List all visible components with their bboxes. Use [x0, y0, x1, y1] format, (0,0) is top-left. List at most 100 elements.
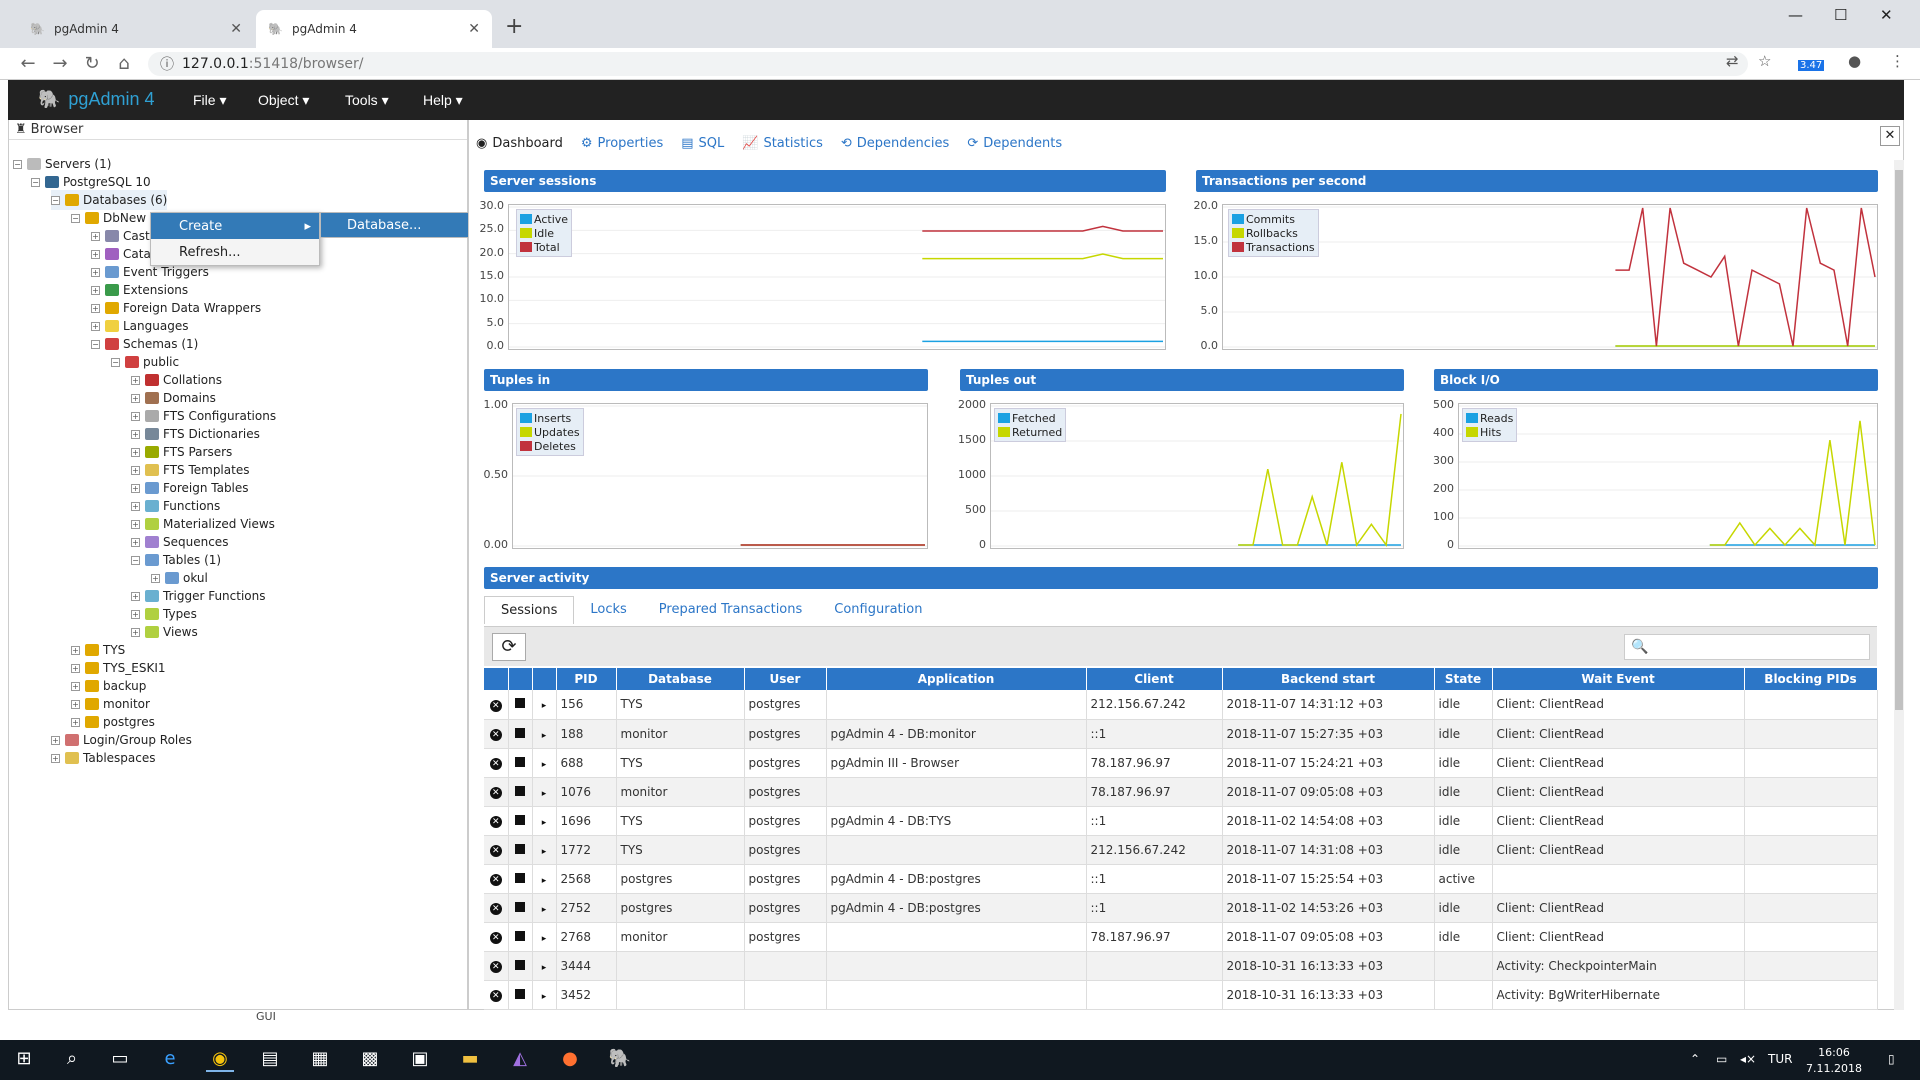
table-row[interactable]: ✕ ▸ 1076 monitor postgres 78.187.96.97 2018-11…	[484, 777, 1878, 807]
cancel-query-icon[interactable]	[515, 872, 525, 883]
maximize-icon[interactable]: ☐	[1834, 6, 1848, 24]
tab-dashboard[interactable]: ◉ Dashboard	[476, 135, 563, 151]
tree-node-fts-configurations[interactable]: + FTS Configurations	[131, 409, 277, 423]
tree-node-views[interactable]: + Views	[131, 625, 198, 639]
context-menu-create[interactable]: Create ▸	[151, 213, 319, 239]
minimize-icon[interactable]: —	[1788, 6, 1803, 24]
tree-node-materialized-views[interactable]: + Materialized Views	[131, 517, 275, 531]
tree-node-fts-dictionaries[interactable]: + FTS Dictionaries	[131, 427, 260, 441]
tree-node-collations[interactable]: + Collations	[131, 373, 222, 387]
refresh-button[interactable]: ⟳	[492, 633, 526, 661]
column-header[interactable]: Client	[1086, 668, 1223, 690]
row-action-cell[interactable]	[508, 980, 533, 1010]
tree-node-servers[interactable]: − Servers (1)	[13, 157, 112, 171]
expand-row-icon[interactable]: ▸	[541, 846, 547, 857]
tree-node-db[interactable]: + TYS	[71, 643, 126, 657]
tree-node-public[interactable]: − public	[111, 355, 180, 369]
browser-tab[interactable]: 🐘 pgAdmin 4 ✕	[18, 10, 254, 48]
row-action-cell[interactable]: ▸	[532, 806, 557, 836]
terminate-session-icon[interactable]: ✕	[489, 874, 502, 886]
terminate-session-icon[interactable]: ✕	[489, 758, 502, 770]
column-header[interactable]	[508, 668, 533, 690]
app-icon[interactable]: ▤	[261, 1048, 279, 1069]
tree-node-fts-templates[interactable]: + FTS Templates	[131, 463, 250, 477]
terminate-session-icon[interactable]: ✕	[489, 699, 502, 712]
row-action-cell[interactable]: ✕	[484, 864, 509, 894]
edge-icon[interactable]: e	[164, 1048, 176, 1069]
search-icon[interactable]: ⌕	[66, 1048, 78, 1069]
tab-prepared-transactions[interactable]: Prepared Transactions	[658, 602, 803, 617]
more-icon[interactable]: ⋮	[1890, 52, 1905, 70]
menu-object[interactable]: Object ▾	[258, 92, 310, 108]
table-row[interactable]: ✕ ▸ 1696 TYS postgres pgAdmin 4 - DB:TYS::1 20…	[484, 806, 1878, 836]
column-header[interactable]: PID	[556, 668, 617, 690]
elephant-icon[interactable]: 🐘	[608, 1048, 632, 1069]
row-action-cell[interactable]	[508, 748, 533, 778]
column-header[interactable]	[532, 668, 557, 690]
table-row[interactable]: ✕ ▸ 188 monitor postgres pgAdmin 4 - DB:monit…	[484, 719, 1878, 749]
row-action-cell[interactable]: ▸	[532, 980, 557, 1010]
column-header[interactable]: User	[744, 668, 827, 690]
row-action-cell[interactable]: ✕	[484, 893, 509, 923]
table-row[interactable]: ✕ ▸ 156 TYS postgres 212.156.67.242 2018-11-07…	[484, 690, 1878, 720]
app-icon[interactable]: ▣	[411, 1048, 429, 1069]
expand-row-icon[interactable]: ▸	[541, 701, 547, 712]
column-header[interactable]: Blocking PIDs	[1744, 668, 1878, 690]
table-row[interactable]: ✕ ▸ 3444 2018-10-31 16:13:33 +03 Activity: C…	[484, 951, 1878, 981]
row-action-cell[interactable]	[508, 951, 533, 981]
row-action-cell[interactable]: ✕	[484, 806, 509, 836]
chrome-icon[interactable]: ◉	[206, 1048, 234, 1072]
menu-file[interactable]: File ▾	[193, 92, 227, 108]
row-action-cell[interactable]: ▸	[532, 690, 557, 720]
tree-node-foreign-tables[interactable]: + Foreign Tables	[131, 481, 249, 495]
table-row[interactable]: ✕ ▸ 1772 TYS postgres 212.156.67.242 2018-11-0…	[484, 835, 1878, 865]
close-window-icon[interactable]: ✕	[1880, 6, 1893, 24]
table-row[interactable]: ✕ ▸ 3452 2018-10-31 16:13:33 +03 Activity: B…	[484, 980, 1878, 1010]
new-tab-icon[interactable]: +	[505, 14, 524, 39]
brand[interactable]: 🐘 pgAdmin 4	[38, 89, 154, 110]
expand-row-icon[interactable]: ▸	[541, 933, 547, 944]
extension-badge[interactable]: 3.47	[1798, 60, 1825, 71]
expand-row-icon[interactable]: ▸	[541, 788, 547, 799]
task-view-icon[interactable]: ▭	[111, 1048, 129, 1069]
row-action-cell[interactable]: ▸	[532, 835, 557, 865]
terminate-session-icon[interactable]: ✕	[489, 816, 502, 828]
tree-node-functions[interactable]: + Functions	[131, 499, 221, 513]
tree-node-db[interactable]: − DbNew	[71, 211, 147, 225]
firefox-icon[interactable]: ●	[562, 1048, 578, 1069]
row-action-cell[interactable]: ▸	[532, 864, 557, 894]
tree-node-tables[interactable]: − Tables (1)	[131, 553, 222, 567]
tree-node-tablespaces[interactable]: + Tablespaces	[51, 751, 156, 765]
volume-icon[interactable]: ◂×	[1740, 1052, 1757, 1066]
row-action-cell[interactable]	[508, 777, 533, 807]
terminate-session-icon[interactable]: ✕	[489, 787, 502, 799]
tree-node-db[interactable]: + backup	[71, 679, 147, 693]
row-action-cell[interactable]	[508, 690, 533, 720]
expand-row-icon[interactable]: ▸	[541, 759, 547, 770]
tree-node-fdw[interactable]: + Foreign Data Wrappers	[91, 301, 262, 315]
row-action-cell[interactable]: ▸	[532, 719, 557, 749]
row-action-cell[interactable]: ▸	[532, 777, 557, 807]
row-action-cell[interactable]	[508, 864, 533, 894]
expand-row-icon[interactable]: ▸	[541, 991, 547, 1002]
expand-row-icon[interactable]: ▸	[541, 875, 547, 886]
translate-icon[interactable]: ⇄	[1726, 52, 1739, 70]
star-icon[interactable]: ☆	[1758, 52, 1772, 70]
tree-node-extensions[interactable]: + Extensions	[91, 283, 189, 297]
tab-dependents[interactable]: ⟳ Dependents	[967, 135, 1063, 151]
app-icon[interactable]: ▦	[311, 1048, 329, 1069]
row-action-cell[interactable]: ▸	[532, 748, 557, 778]
cancel-query-icon[interactable]	[515, 727, 525, 738]
row-action-cell[interactable]: ✕	[484, 690, 509, 720]
close-tab-icon[interactable]: ✕	[468, 21, 480, 37]
network-icon[interactable]: ▭	[1716, 1052, 1728, 1066]
tree-node-databases[interactable]: − Databases (6)	[51, 190, 168, 210]
column-header[interactable]: State	[1434, 668, 1493, 690]
visual-studio-icon[interactable]: ◭	[513, 1048, 527, 1069]
account-icon[interactable]: ●	[1848, 52, 1862, 70]
column-header[interactable]: Database	[616, 668, 745, 690]
tree-node-table-okul[interactable]: + okul	[151, 571, 208, 585]
tree-node-event-triggers[interactable]: + Event Triggers	[91, 265, 209, 279]
menu-tools[interactable]: Tools ▾	[345, 92, 389, 108]
tab-statistics[interactable]: 📈 Statistics	[742, 135, 823, 151]
